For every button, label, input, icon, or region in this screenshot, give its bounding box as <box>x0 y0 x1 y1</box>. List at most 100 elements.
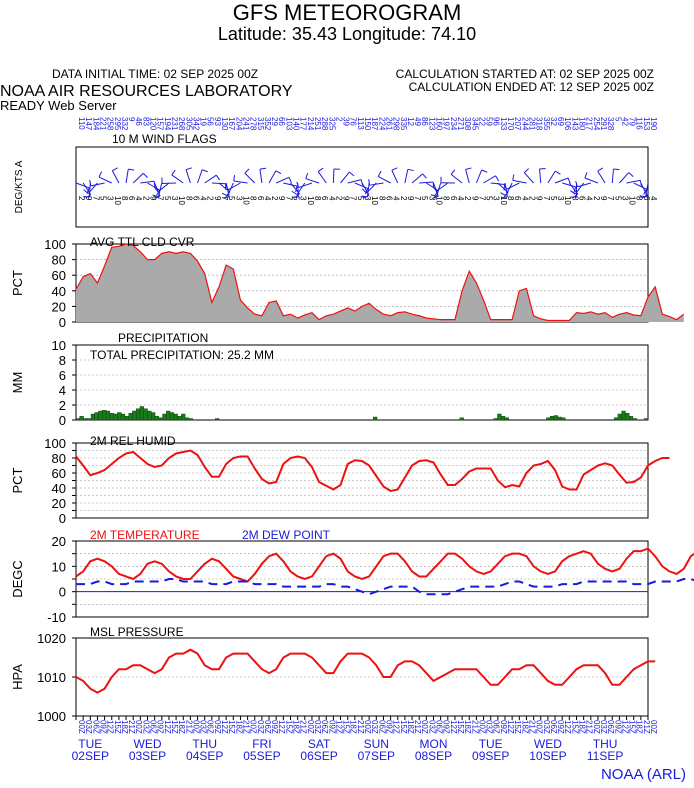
wind-barb <box>504 182 508 197</box>
wind-barb <box>125 169 129 184</box>
x-hour-label: 09Z <box>156 720 165 734</box>
wind-barb-flag <box>523 168 530 173</box>
y-tick-label: 40 <box>52 284 66 299</box>
wind-barb <box>490 182 505 185</box>
wind-dir-label: 308 <box>463 117 472 131</box>
wind-speed-label: 4 <box>456 196 465 201</box>
wind-barb-flag <box>503 183 508 190</box>
precip-bar <box>169 412 175 421</box>
precip-bar <box>98 410 103 421</box>
wind-dir-label: 9 <box>127 117 136 122</box>
x-day-label: WED <box>134 737 162 751</box>
x-hour-label: 03Z <box>313 720 322 734</box>
y-tick-label: 2 <box>59 398 66 413</box>
wind-speed-label: 7 <box>413 196 422 201</box>
wind-barb-flag <box>628 172 634 177</box>
wind-dir-label: 190 <box>649 117 658 131</box>
wind-barb-flag <box>422 173 427 179</box>
precip-bar <box>188 418 193 421</box>
wind-barb-flag <box>223 196 230 199</box>
wind-barb-flag <box>153 186 159 193</box>
wind-speed-label: 4 <box>327 196 336 201</box>
data-initial-time: DATA INITIAL TIME: 02 SEP 2025 00Z <box>52 67 259 81</box>
wind-barb-flag <box>152 194 159 198</box>
precip-bar <box>128 413 133 421</box>
wind-barb <box>633 182 647 190</box>
wind-dir-label: 123 <box>427 117 436 131</box>
wind-speed-label: 2 <box>206 196 215 201</box>
wind-barb <box>140 180 155 184</box>
wind-dir-label: 254 <box>592 117 601 131</box>
y-tick-label: 100 <box>44 436 66 451</box>
x-hour-label: 18Z <box>234 720 243 734</box>
wind-dir-label: 271 <box>456 117 465 131</box>
wind-speed-label: 8 <box>377 196 386 201</box>
wind-dir-label: 342 <box>191 117 200 131</box>
wind-dir-label: 278 <box>249 117 258 131</box>
x-hour-label: 15Z <box>628 720 637 734</box>
wind-barb <box>505 182 513 196</box>
wind-barb <box>204 174 217 184</box>
lab-name: NOAA AIR RESOURCES LABORATORY <box>0 83 293 100</box>
precip-bar <box>644 418 649 421</box>
x-hour-label: 18Z <box>406 720 415 734</box>
precip-bar <box>617 413 622 421</box>
x-hour-label: 15Z <box>170 720 179 734</box>
x-hour-label: 00Z <box>363 720 372 734</box>
wind-barb <box>340 171 350 184</box>
wind-barb <box>436 182 449 192</box>
x-hour-label: 06Z <box>149 720 158 734</box>
wind-dir-label: 177 <box>299 117 308 131</box>
x-hour-label: 21Z <box>241 720 250 734</box>
x-date-label: 04SEP <box>186 749 223 763</box>
wind-dir-label: 39 <box>342 117 351 126</box>
wind-barb-flag <box>539 168 546 170</box>
lat-lon-label: Latitude: 35.43 Longitude: 74.10 <box>217 24 477 44</box>
wind-speed-label: 2 <box>77 196 86 201</box>
x-hour-label: 15Z <box>113 720 122 734</box>
wind-barb-flag <box>83 189 89 194</box>
x-hour-label: 00Z <box>477 720 486 734</box>
x-hour-label: 12Z <box>506 720 515 734</box>
x-hour-label: 15Z <box>342 720 351 734</box>
x-hour-label: 00Z <box>191 720 200 734</box>
wind-dir-label: 143 <box>570 117 579 131</box>
x-hour-label: 15Z <box>227 720 236 734</box>
precip-panel-frame <box>75 344 649 421</box>
wind-speed-label: 6 <box>513 196 522 201</box>
wind-barb-flag <box>89 179 92 187</box>
wind-barb-flag <box>500 192 507 196</box>
precip-bar <box>162 413 167 421</box>
wind-barb-flag <box>291 190 298 196</box>
precip-bar <box>113 413 118 421</box>
x-date-label: 05SEP <box>243 749 280 763</box>
x-hour-label: 12Z <box>220 720 229 734</box>
wind-dir-label: 214 <box>306 117 315 131</box>
wind-speed-label: 8 <box>442 196 451 201</box>
series-line <box>76 578 694 596</box>
wind-speed-label: 10 <box>177 196 186 205</box>
wind-speed-label: 6 <box>449 196 458 201</box>
wind-speed-label: 2 <box>592 196 601 201</box>
wind-dir-label: 46 <box>134 117 143 126</box>
x-hour-label: 00Z <box>134 720 143 734</box>
y-axis-label: MM <box>10 372 25 394</box>
wind-barb-flag <box>361 195 368 198</box>
wind-barb <box>244 172 256 184</box>
wind-barb-flag <box>639 195 646 198</box>
wind-dir-label: 261 <box>384 117 393 131</box>
x-hour-label: 09Z <box>499 720 508 734</box>
x-day-label: WED <box>534 737 562 751</box>
wind-dir-label: 258 <box>106 117 115 131</box>
wind-barb <box>378 175 391 184</box>
x-day-label: TUE <box>479 737 503 751</box>
wind-barb <box>366 182 370 197</box>
wind-speed-label: 2 <box>527 196 536 201</box>
wind-barb <box>90 182 105 187</box>
wind-speed-label: 3 <box>620 196 629 201</box>
wind-speed-label: 10 <box>306 196 315 205</box>
noaa-credit: NOAA (ARL) <box>600 766 686 783</box>
y-tick-label: 40 <box>52 481 66 496</box>
wind-dir-label: 32 <box>549 117 558 126</box>
wind-dir-label: 116 <box>635 117 644 130</box>
